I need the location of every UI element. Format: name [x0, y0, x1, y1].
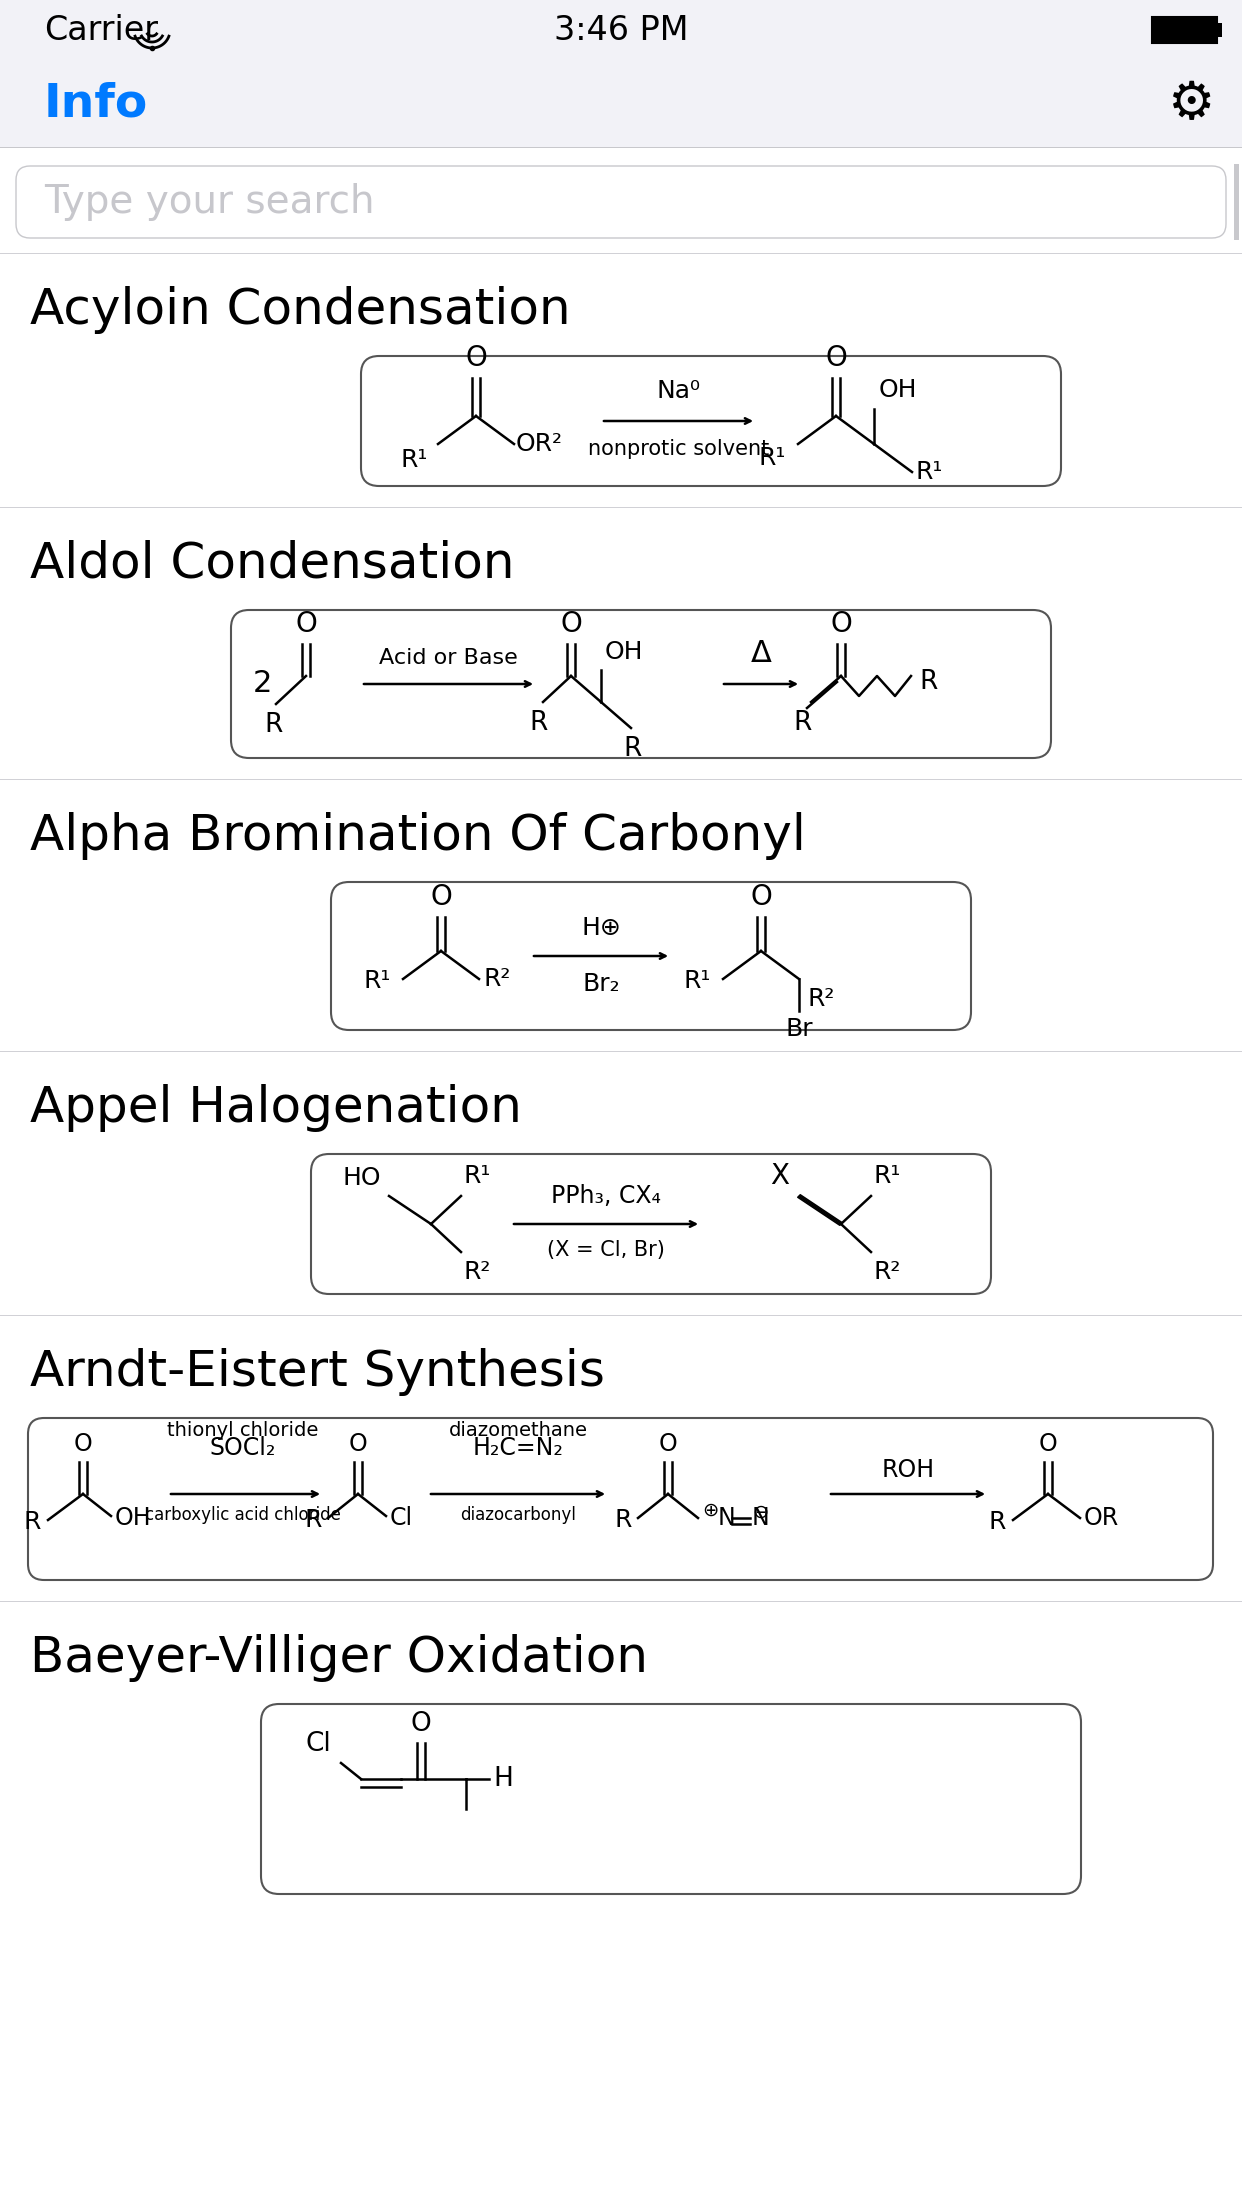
Text: R: R: [794, 711, 812, 735]
Text: R¹: R¹: [364, 969, 391, 994]
Text: X: X: [770, 1161, 789, 1190]
Bar: [0, 0, 1242, 60]
Text: Br₂: Br₂: [582, 972, 620, 996]
Text: thionyl chloride: thionyl chloride: [168, 1422, 319, 1440]
Text: ROH: ROH: [882, 1457, 934, 1482]
Text: HO: HO: [343, 1166, 381, 1190]
Text: O: O: [560, 609, 581, 638]
Text: (X = Cl, Br): (X = Cl, Br): [546, 1241, 664, 1261]
Text: R: R: [615, 1508, 632, 1532]
Text: R¹: R¹: [759, 446, 786, 470]
Text: Info: Info: [43, 82, 148, 126]
Text: Cl: Cl: [390, 1506, 414, 1530]
Bar: [0, 60, 1242, 148]
Text: Alpha Bromination Of Carbonyl: Alpha Bromination Of Carbonyl: [30, 813, 806, 859]
FancyBboxPatch shape: [29, 1418, 1213, 1581]
Text: R¹: R¹: [683, 969, 710, 994]
Text: Aldol Condensation: Aldol Condensation: [30, 541, 514, 587]
Text: ⊖: ⊖: [751, 1501, 769, 1521]
Text: Br: Br: [785, 1018, 812, 1040]
Text: O: O: [296, 609, 317, 638]
Text: R¹: R¹: [463, 1164, 491, 1188]
Text: O: O: [430, 883, 452, 912]
Bar: [1217, 22, 1222, 38]
Text: R¹: R¹: [873, 1164, 900, 1188]
Text: R²: R²: [873, 1261, 900, 1285]
Text: R: R: [24, 1510, 41, 1535]
Text: OH: OH: [116, 1506, 152, 1530]
Text: diazocarbonyl: diazocarbonyl: [460, 1506, 576, 1524]
Bar: [1235, 163, 1240, 241]
Text: N: N: [718, 1506, 735, 1530]
Text: 2: 2: [253, 669, 272, 698]
Text: Na⁰: Na⁰: [657, 380, 700, 404]
Text: SOCl₂: SOCl₂: [210, 1435, 276, 1459]
Text: R: R: [989, 1510, 1006, 1535]
Text: H₂C=N₂: H₂C=N₂: [472, 1435, 564, 1459]
Text: O: O: [658, 1433, 677, 1455]
Text: R²: R²: [807, 987, 835, 1011]
Text: O: O: [1038, 1433, 1057, 1455]
Text: Baeyer-Villiger Oxidation: Baeyer-Villiger Oxidation: [30, 1634, 648, 1682]
Text: O: O: [825, 344, 847, 371]
Text: H⊕: H⊕: [581, 916, 621, 941]
Text: 3:46 PM: 3:46 PM: [554, 13, 688, 46]
Text: diazomethane: diazomethane: [448, 1422, 587, 1440]
Text: PPh₃, CX₄: PPh₃, CX₄: [551, 1183, 661, 1208]
FancyBboxPatch shape: [16, 166, 1226, 238]
Text: R²: R²: [483, 967, 510, 991]
Text: ⚙: ⚙: [1169, 77, 1216, 130]
Text: carboxylic acid chloride: carboxylic acid chloride: [145, 1506, 342, 1524]
Text: O: O: [349, 1433, 368, 1455]
FancyBboxPatch shape: [332, 881, 971, 1029]
Text: N: N: [751, 1506, 770, 1530]
Text: Arndt-Eistert Synthesis: Arndt-Eistert Synthesis: [30, 1349, 605, 1395]
Text: O: O: [411, 1711, 431, 1738]
Text: R: R: [304, 1508, 322, 1532]
Text: Δ: Δ: [750, 638, 771, 669]
Text: Carrier: Carrier: [43, 13, 158, 46]
Text: R: R: [623, 735, 642, 762]
Text: ⊕: ⊕: [702, 1501, 718, 1519]
Text: O: O: [465, 344, 487, 371]
Text: Acid or Base: Acid or Base: [379, 647, 518, 669]
Text: OH: OH: [879, 378, 918, 402]
Text: O: O: [750, 883, 771, 912]
Text: O: O: [830, 609, 852, 638]
FancyBboxPatch shape: [261, 1705, 1081, 1894]
Text: R: R: [919, 669, 938, 696]
Text: H: H: [493, 1766, 513, 1793]
Text: R¹: R¹: [917, 459, 944, 484]
FancyBboxPatch shape: [310, 1155, 991, 1294]
Text: OR: OR: [1084, 1506, 1119, 1530]
FancyBboxPatch shape: [361, 355, 1061, 486]
Text: O: O: [73, 1433, 92, 1455]
Text: nonprotic solvent: nonprotic solvent: [587, 439, 769, 459]
Text: OH: OH: [605, 640, 643, 665]
Text: R: R: [265, 711, 283, 737]
Bar: [1153, 18, 1217, 42]
Text: R¹: R¹: [401, 448, 428, 473]
Text: Appel Halogenation: Appel Halogenation: [30, 1084, 522, 1133]
Text: OR²: OR²: [515, 433, 563, 457]
Text: Type your search: Type your search: [43, 183, 375, 221]
Text: Cl: Cl: [306, 1731, 332, 1758]
Text: Acyloin Condensation: Acyloin Condensation: [30, 287, 570, 333]
FancyBboxPatch shape: [231, 609, 1051, 757]
Text: R²: R²: [463, 1261, 491, 1285]
Text: R: R: [530, 711, 548, 735]
